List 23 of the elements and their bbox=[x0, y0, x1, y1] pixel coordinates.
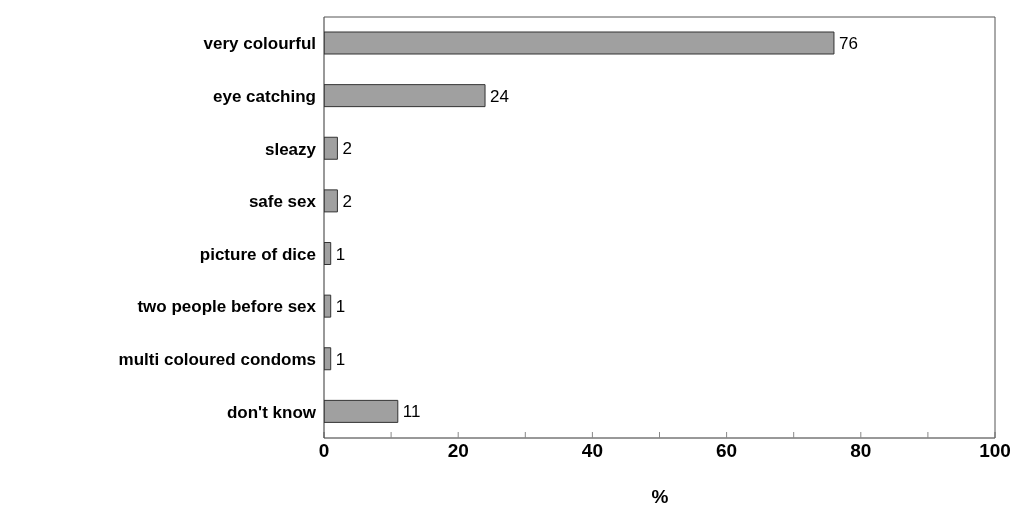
x-tick-label: 80 bbox=[850, 440, 872, 462]
data-label: 1 bbox=[335, 349, 346, 369]
y-tick-label: sleazy bbox=[264, 139, 317, 159]
y-tick-label: safe sex bbox=[248, 192, 317, 212]
y-tick-label: multi coloured condoms bbox=[118, 350, 316, 370]
y-tick-label: two people before sex bbox=[137, 297, 317, 317]
data-label: 1 bbox=[335, 244, 346, 264]
y-tick-label: very colourful bbox=[203, 34, 316, 54]
data-label: 2 bbox=[342, 139, 352, 159]
data-label: 76 bbox=[838, 34, 858, 54]
x-tick-label: 20 bbox=[447, 440, 469, 462]
y-tick-label: don't know bbox=[226, 402, 317, 422]
x-tick-label: 0 bbox=[318, 440, 330, 462]
data-label: 24 bbox=[490, 86, 509, 106]
y-tick-label: picture of dice bbox=[199, 244, 316, 264]
y-tick-label: eye catching bbox=[213, 86, 316, 106]
data-label: 1 bbox=[335, 297, 346, 317]
x-axis-title: % bbox=[650, 486, 670, 508]
x-tick-label: 40 bbox=[581, 440, 603, 462]
data-label: 2 bbox=[342, 191, 352, 211]
data-label: 11 bbox=[402, 402, 421, 422]
x-tick-label: 60 bbox=[716, 440, 738, 462]
x-tick-label: 100 bbox=[979, 440, 1011, 462]
